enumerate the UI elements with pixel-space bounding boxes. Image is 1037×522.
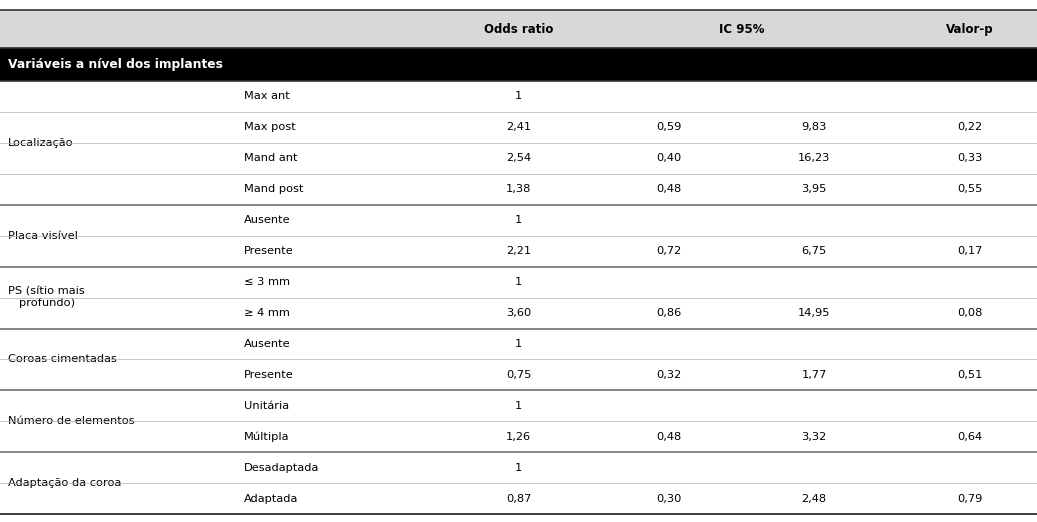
Text: 14,95: 14,95 <box>797 308 831 318</box>
Text: PS (sítio mais
profundo): PS (sítio mais profundo) <box>8 287 85 309</box>
Text: 0,79: 0,79 <box>957 494 982 504</box>
Text: 0,48: 0,48 <box>656 432 681 442</box>
Text: 1: 1 <box>515 215 522 225</box>
Text: ≤ 3 mm: ≤ 3 mm <box>244 277 289 287</box>
Text: 3,32: 3,32 <box>802 432 826 442</box>
Text: 0,22: 0,22 <box>957 122 982 133</box>
Text: 1: 1 <box>515 277 522 287</box>
Text: 1: 1 <box>515 401 522 411</box>
Text: Coroas cimentadas: Coroas cimentadas <box>8 354 117 364</box>
Text: 0,55: 0,55 <box>957 184 982 194</box>
Text: 0,17: 0,17 <box>957 246 982 256</box>
Text: 0,59: 0,59 <box>656 122 681 133</box>
Text: 9,83: 9,83 <box>802 122 826 133</box>
Text: Desadaptada: Desadaptada <box>244 463 319 473</box>
Text: Mand post: Mand post <box>244 184 303 194</box>
Text: 2,21: 2,21 <box>506 246 531 256</box>
Text: 0,51: 0,51 <box>957 370 982 380</box>
Text: 0,30: 0,30 <box>656 494 681 504</box>
Text: Max post: Max post <box>244 122 296 133</box>
Text: 0,33: 0,33 <box>957 153 982 163</box>
Text: 0,86: 0,86 <box>656 308 681 318</box>
Text: 2,41: 2,41 <box>506 122 531 133</box>
Text: Placa visível: Placa visível <box>8 231 78 241</box>
Text: Múltipla: Múltipla <box>244 432 289 442</box>
Text: 0,75: 0,75 <box>506 370 531 380</box>
Text: 1,38: 1,38 <box>506 184 531 194</box>
Text: IC 95%: IC 95% <box>719 23 764 36</box>
Text: Presente: Presente <box>244 370 293 380</box>
Text: 1,26: 1,26 <box>506 432 531 442</box>
Text: Variáveis a nível dos implantes: Variáveis a nível dos implantes <box>8 58 223 71</box>
Text: 0,32: 0,32 <box>656 370 681 380</box>
Text: 1: 1 <box>515 91 522 101</box>
Text: Ausente: Ausente <box>244 339 290 349</box>
Bar <box>0 10 1037 48</box>
Text: Mand ant: Mand ant <box>244 153 298 163</box>
Text: 1,77: 1,77 <box>802 370 826 380</box>
Text: Odds ratio: Odds ratio <box>484 23 553 36</box>
Text: Adaptação da coroa: Adaptação da coroa <box>8 478 121 488</box>
Text: 0,72: 0,72 <box>656 246 681 256</box>
Text: ≥ 4 mm: ≥ 4 mm <box>244 308 289 318</box>
Text: Número de elementos: Número de elementos <box>8 417 135 426</box>
Text: Max ant: Max ant <box>244 91 289 101</box>
Text: 0,08: 0,08 <box>957 308 982 318</box>
Text: 3,95: 3,95 <box>802 184 826 194</box>
Text: 1: 1 <box>515 339 522 349</box>
Text: 6,75: 6,75 <box>802 246 826 256</box>
Text: 16,23: 16,23 <box>797 153 831 163</box>
Text: Adaptada: Adaptada <box>244 494 298 504</box>
Text: 3,60: 3,60 <box>506 308 531 318</box>
Text: Localização: Localização <box>8 138 74 148</box>
Text: 0,64: 0,64 <box>957 432 982 442</box>
Text: 2,54: 2,54 <box>506 153 531 163</box>
Text: Presente: Presente <box>244 246 293 256</box>
Text: 0,40: 0,40 <box>656 153 681 163</box>
Bar <box>0 48 1037 81</box>
Text: 0,87: 0,87 <box>506 494 531 504</box>
Text: 1: 1 <box>515 463 522 473</box>
Text: Valor-p: Valor-p <box>946 23 993 36</box>
Text: Unitária: Unitária <box>244 401 289 411</box>
Text: 0,48: 0,48 <box>656 184 681 194</box>
Text: Ausente: Ausente <box>244 215 290 225</box>
Text: 2,48: 2,48 <box>802 494 826 504</box>
